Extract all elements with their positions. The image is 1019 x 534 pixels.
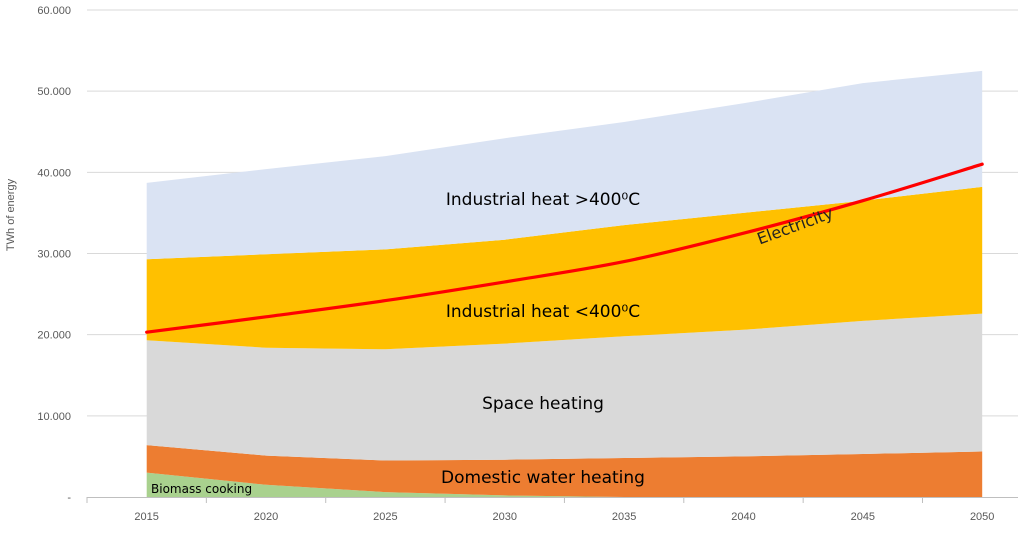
y-axis-title: TWh of energy <box>5 178 17 251</box>
x-tick-label: 2035 <box>612 511 636 523</box>
x-tick-label: 2025 <box>373 511 397 523</box>
label-space-heating: Space heating <box>482 394 604 414</box>
area-biomass-cooking <box>146 472 983 497</box>
line-series <box>145 162 984 334</box>
areas <box>146 70 983 497</box>
y-tick-label: 30.000 <box>37 249 71 261</box>
y-tick-label: 10.000 <box>37 411 71 423</box>
area-domestic-water-heating <box>146 445 983 497</box>
label-domestic-water-heating: Domestic water heating <box>441 468 645 488</box>
x-tick-label: 2050 <box>970 511 994 523</box>
y-tick-label: - <box>67 492 71 504</box>
x-tick-label: 2020 <box>254 511 278 523</box>
area-industrial-heat-400-c <box>146 186 983 350</box>
x-tick-label: 2015 <box>134 511 158 523</box>
label-biomass-cooking: Biomass cooking <box>151 482 252 496</box>
area-space-heating <box>146 313 983 461</box>
y-tick-label: 40.000 <box>37 167 71 179</box>
label-industrial-heat-low: Industrial heat <400⁰C <box>446 302 640 322</box>
area-labels: Industrial heat >400⁰C Industrial heat <… <box>151 190 836 496</box>
y-tick-label: 60.000 <box>37 5 71 17</box>
x-tick-label: 2030 <box>493 511 517 523</box>
x-tick-label: 2045 <box>851 511 875 523</box>
line-electricity <box>145 162 984 334</box>
label-industrial-heat-high: Industrial heat >400⁰C <box>446 190 640 210</box>
y-tick-label: 50.000 <box>37 86 71 98</box>
axes: - 10.000 20.000 30.000 40.000 50.000 60.000 201… <box>37 5 1018 523</box>
area-industrial-heat-400-c <box>146 70 983 260</box>
x-tick-label: 2040 <box>731 511 755 523</box>
y-tick-label: 20.000 <box>37 330 71 342</box>
